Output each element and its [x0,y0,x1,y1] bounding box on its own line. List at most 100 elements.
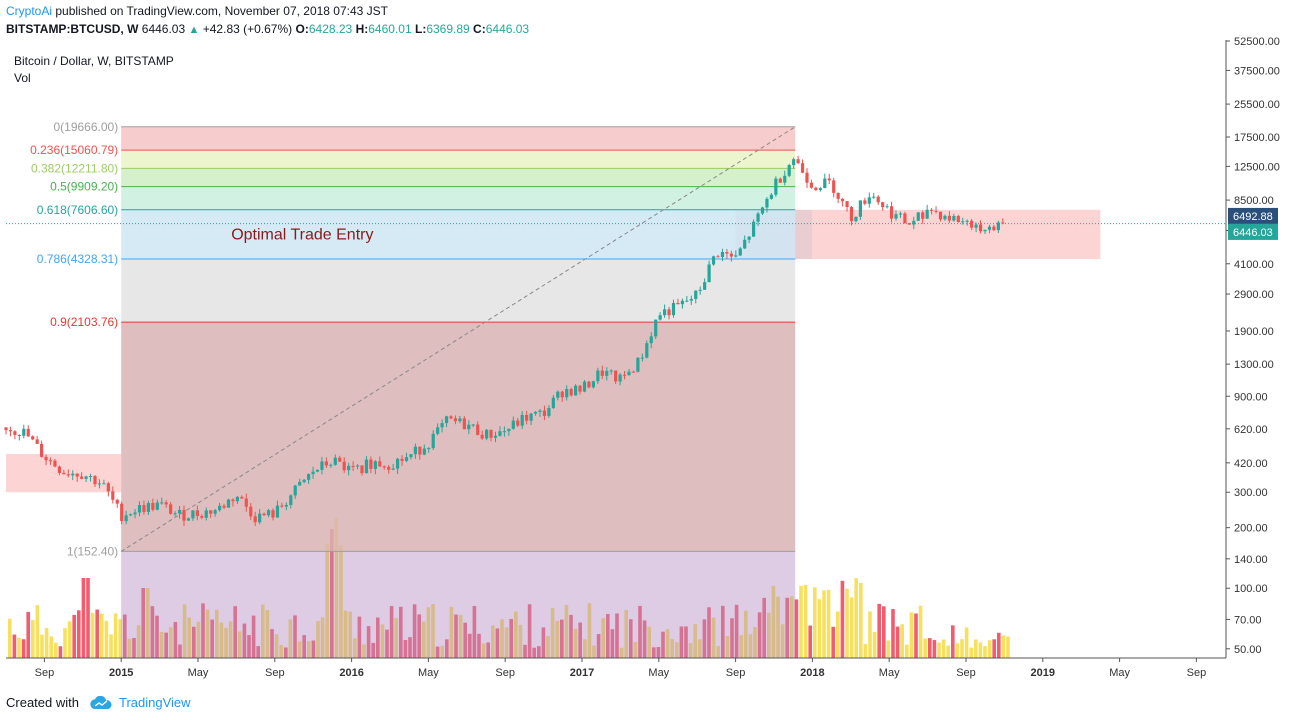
volume-bar [316,621,320,658]
y-tick-label: 420.00 [1234,458,1268,470]
volume-bar [960,639,964,658]
volume-bar [182,604,187,658]
candle-body [533,411,538,414]
volume-bar [619,647,624,658]
volume-bar [141,588,145,658]
volume-bar [491,625,495,658]
candle-body [547,408,551,416]
volume-bar [537,646,541,658]
volume-bar [955,643,960,658]
candle-body [511,420,515,429]
volume-bar [555,620,559,658]
candle-body [213,510,217,514]
candle-body [867,197,871,204]
x-tick-label: May [648,667,669,679]
volume-bar [941,639,946,658]
volume-bar [914,613,918,658]
volume-bar [757,612,762,658]
volume-bar [863,644,868,658]
candle-body [347,465,351,471]
volume-bar [688,643,693,658]
candle-body [703,282,707,290]
candle-body [489,429,493,438]
candle-body [262,513,266,516]
volume-bar [698,639,702,658]
candle-body [542,410,547,416]
candle-body [747,236,751,240]
volume-bar [412,604,417,658]
tradingview-brand-link[interactable]: TradingView [118,695,191,710]
high-label: H: [355,22,369,36]
volume-bar [822,590,826,658]
candle-body [698,289,702,291]
candle-body [743,239,747,249]
candle-body [62,472,66,475]
y-tick-label: 70.00 [1234,614,1262,626]
volume-bar [95,609,99,658]
candle-body [396,458,400,469]
low-label: L: [414,22,427,36]
candle-body [858,200,862,217]
close-value: 6446.03 [485,22,530,36]
author-link[interactable]: CryptoAi [6,4,53,18]
x-tick-label: May [188,667,209,679]
volume-bar [49,636,53,658]
volume-bar [67,621,72,658]
candle-body [658,315,662,320]
candle-body [814,187,818,191]
volume-bar [665,629,670,658]
volume-layer [8,517,1010,658]
chart-legend-title: Bitcoin / Dollar, W, BITSTAMP [14,54,174,68]
volume-bar [808,625,812,658]
x-tick-label: 2017 [570,667,594,679]
x-tick-label: May [1109,667,1130,679]
candle-body [930,209,934,211]
candle-body [881,202,885,208]
volume-bar [58,646,63,658]
candle-body [333,457,337,465]
candle-body [525,414,529,421]
volume-bar [583,639,587,658]
volume-bar [518,624,523,658]
candle-body [618,374,622,382]
volume-bar [762,597,766,658]
candle-body [444,416,449,424]
volume-bar [642,620,647,658]
volume-bar [684,626,688,658]
candle-body [654,319,658,337]
candle-body [787,165,791,176]
candle-body [992,226,996,231]
price-badge-label: 6446.03 [1233,227,1273,239]
candle-body [845,201,849,208]
volume-bar [739,635,743,658]
candle-body [8,430,13,432]
candle-body [738,248,742,256]
volume-bar [693,624,697,658]
symbol-ohlc-line: BITSTAMP:BTCUSD, W 6446.03 ▲ +42.83 (+0.… [6,21,529,39]
volume-bar [840,580,845,658]
candle-body [80,476,84,479]
fibonacci-layer[interactable]: 0(19666.00) 0.236(15060.79) 0.382(12211.80… [30,120,796,658]
candle-body [133,512,137,515]
volume-bar [123,614,127,658]
candle-body [195,510,199,517]
volume-bar [504,627,509,658]
volume-bar [357,616,362,658]
volume-bar [100,613,104,658]
candle-body [551,397,555,409]
volume-bar [596,634,601,658]
x-tick-label: May [879,667,900,679]
volume-bar [771,585,776,658]
candle-body [556,391,560,398]
volume-bar [638,605,642,658]
axes-layer: 52500.00 37500.00 25500.00 17500.00 12500.00… [6,36,1280,679]
volume-bar [247,635,251,658]
candle-body [609,370,613,372]
candle-body [720,252,725,258]
volume-bar [716,646,720,658]
volume-bar [730,618,734,658]
volume-bar [633,641,638,658]
candle-body [663,309,667,316]
candle-body [449,416,453,419]
